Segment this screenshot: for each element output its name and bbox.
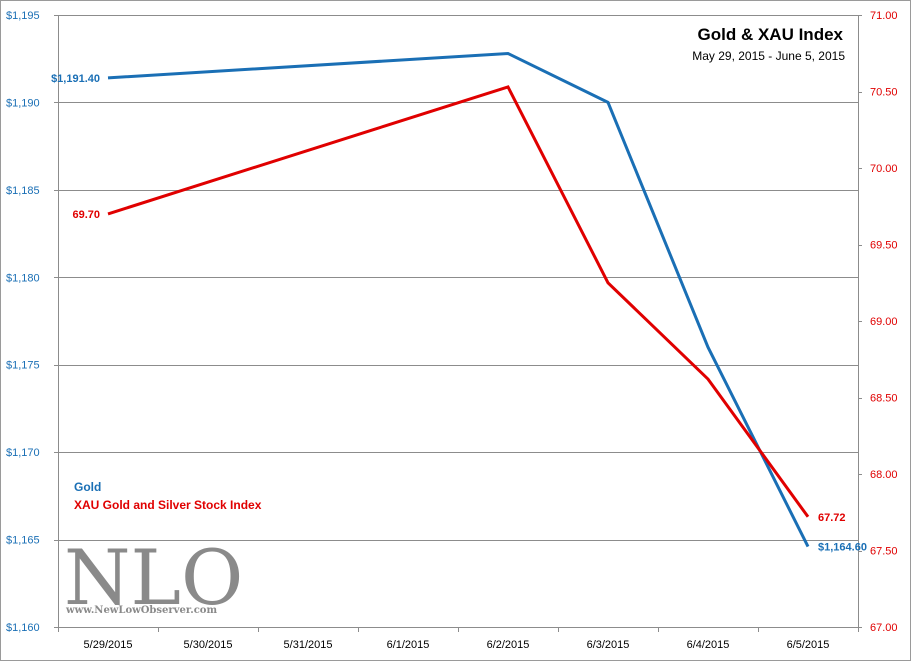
y-right-tick-label: 67.50 bbox=[870, 546, 898, 558]
y-left-tick-label: $1,195 bbox=[6, 10, 40, 22]
y-right-tick-label: 68.00 bbox=[870, 469, 898, 481]
y-left-tick-label: $1,180 bbox=[6, 272, 40, 284]
chart-title: Gold & XAU Index bbox=[698, 25, 844, 44]
x-tick-label: 5/31/2015 bbox=[284, 639, 333, 651]
y-right-tick-label: 71.00 bbox=[870, 10, 898, 22]
y-left-tick-label: $1,165 bbox=[6, 535, 40, 547]
gold-data-label: $1,191.40 bbox=[51, 73, 100, 85]
y-left-tick-label: $1,170 bbox=[6, 447, 40, 459]
y-right-tick-label: 67.00 bbox=[870, 622, 898, 634]
y-right-tick-label: 69.50 bbox=[870, 240, 898, 252]
x-tick-label: 6/4/2015 bbox=[687, 639, 730, 651]
nlo-watermark: NLO www.NewLowObserver.com bbox=[64, 533, 243, 622]
y-left-tick-label: $1,190 bbox=[6, 97, 40, 109]
x-tick-label: 6/2/2015 bbox=[487, 639, 530, 651]
xau-data-label: 67.72 bbox=[818, 512, 846, 524]
y-right-tick-label: 68.50 bbox=[870, 393, 898, 405]
x-tick-label: 5/30/2015 bbox=[184, 639, 233, 651]
x-tick-label: 5/29/2015 bbox=[84, 639, 133, 651]
y-left-tick-label: $1,160 bbox=[6, 622, 40, 634]
x-tick-label: 6/5/2015 bbox=[787, 639, 830, 651]
legend-xau: XAU Gold and Silver Stock Index bbox=[74, 498, 262, 512]
x-tick-label: 6/3/2015 bbox=[587, 639, 630, 651]
watermark-site: www.NewLowObserver.com bbox=[65, 605, 217, 616]
y-right-tick-label: 69.00 bbox=[870, 316, 898, 328]
y-right-tick-label: 70.50 bbox=[870, 87, 898, 99]
chart-subtitle: May 29, 2015 - June 5, 2015 bbox=[692, 49, 845, 63]
y-left-tick-label: $1,185 bbox=[6, 185, 40, 197]
xau-data-label: 69.70 bbox=[72, 209, 100, 221]
gold-data-label: $1,164.60 bbox=[818, 542, 867, 554]
x-tick-label: 6/1/2015 bbox=[387, 639, 430, 651]
y-left-tick-label: $1,175 bbox=[6, 360, 40, 372]
legend-gold: Gold bbox=[74, 480, 101, 494]
y-right-tick-label: 70.00 bbox=[870, 163, 898, 175]
